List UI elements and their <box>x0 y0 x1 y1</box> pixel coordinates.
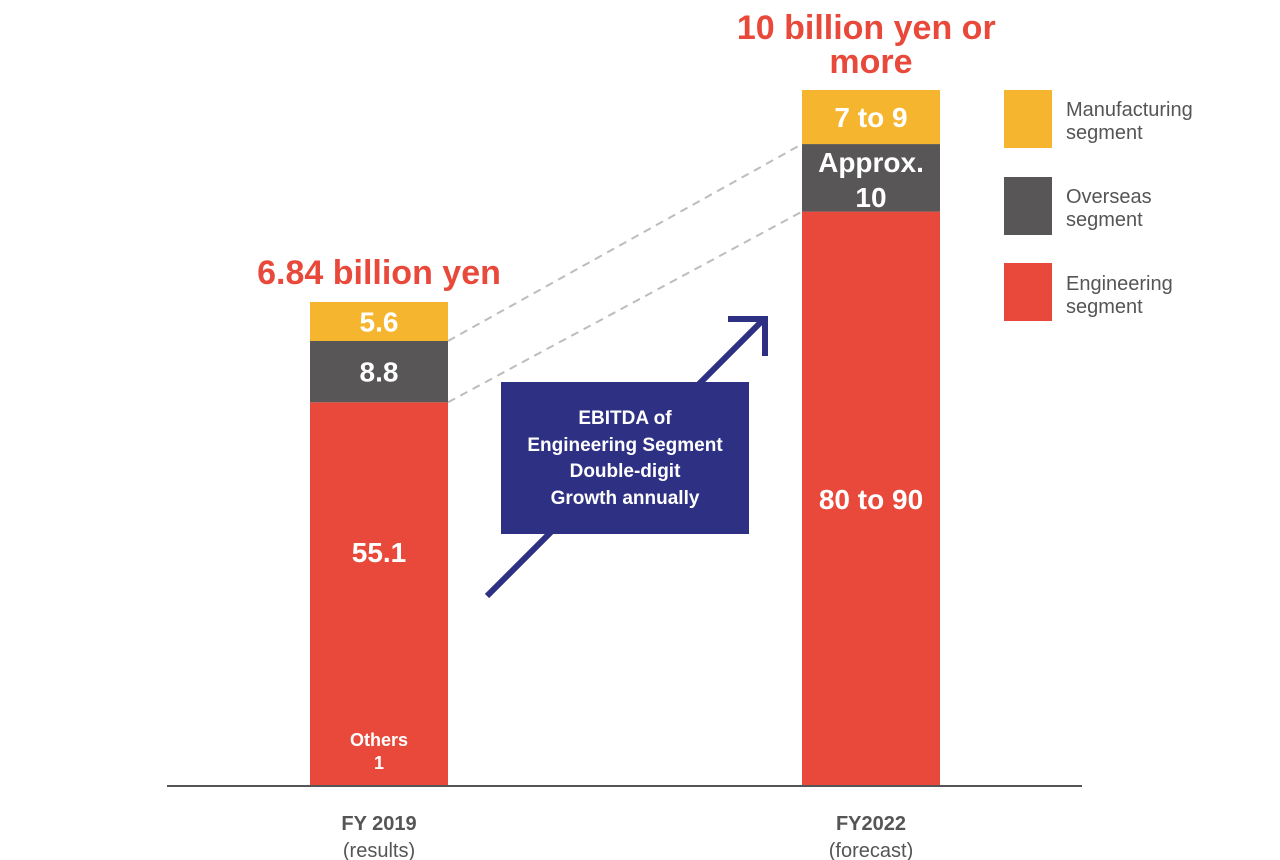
legend-swatch-manufacturing <box>1004 90 1052 148</box>
ebitda-callout: EBITDA of Engineering Segment Double-dig… <box>501 382 749 534</box>
legend-label-engineering: Engineering segment <box>1066 273 1173 318</box>
bar-labels-group: 55.1 8.8 5.6 80 to 90 Approx. 10 7 to 9 Others 1 <box>350 102 924 773</box>
total-label-fy2019: 6.84 billion yen <box>257 254 501 292</box>
bar-overseas-fy2019 <box>310 340 448 403</box>
connector-line-2 <box>447 143 803 342</box>
x-tick-label-fy2019: FY 2019 <box>341 813 416 835</box>
bar-manufacturing-fy2022 <box>802 90 940 145</box>
total-label-fy2022-line1: 10 billion yen or <box>737 9 996 47</box>
callout-line-2: Engineering Segment <box>527 435 723 456</box>
callout-line-4: Growth annually <box>551 488 700 509</box>
x-tick-sublabel-fy2019: (results) <box>343 840 415 860</box>
others-label: Others 1 <box>350 730 408 773</box>
bar-engineering-fy2019 <box>310 402 448 786</box>
connector-line-1 <box>447 210 803 404</box>
data-label-overseas-1: Approx. 10 <box>818 147 924 213</box>
data-label-manufacturing-1: 7 to 9 <box>834 102 907 133</box>
bars-group <box>310 90 940 786</box>
total-label-fy2022-line2: more <box>829 43 912 81</box>
legend-swatch-engineering <box>1004 263 1052 321</box>
data-label-manufacturing-0: 5.6 <box>360 306 399 337</box>
bar-overseas-fy2022 <box>802 144 940 212</box>
connector-lines <box>447 143 803 404</box>
legend-label-manufacturing: Manufacturing segment <box>1066 99 1193 144</box>
data-label-overseas-0: 8.8 <box>360 357 399 388</box>
bar-manufacturing-fy2019 <box>310 302 448 341</box>
callout-line-3: Double-digit <box>570 461 681 482</box>
x-tick-sublabel-fy2022: (forecast) <box>829 840 913 860</box>
data-label-engineering-1: 80 to 90 <box>819 484 923 515</box>
bar-engineering-fy2022 <box>802 211 940 786</box>
x-tick-label-fy2022: FY2022 <box>836 813 906 835</box>
callout-box <box>501 382 749 534</box>
callout-line-1: EBITDA of <box>578 408 672 429</box>
data-label-engineering-0: 55.1 <box>352 537 407 568</box>
total-label-fy2022: 10 billion yen or more <box>737 9 1005 81</box>
legend-swatch-overseas <box>1004 177 1052 235</box>
legend: Manufacturing segment Overseas segment Eng… <box>1004 90 1193 321</box>
legend-label-overseas: Overseas segment <box>1066 186 1152 231</box>
